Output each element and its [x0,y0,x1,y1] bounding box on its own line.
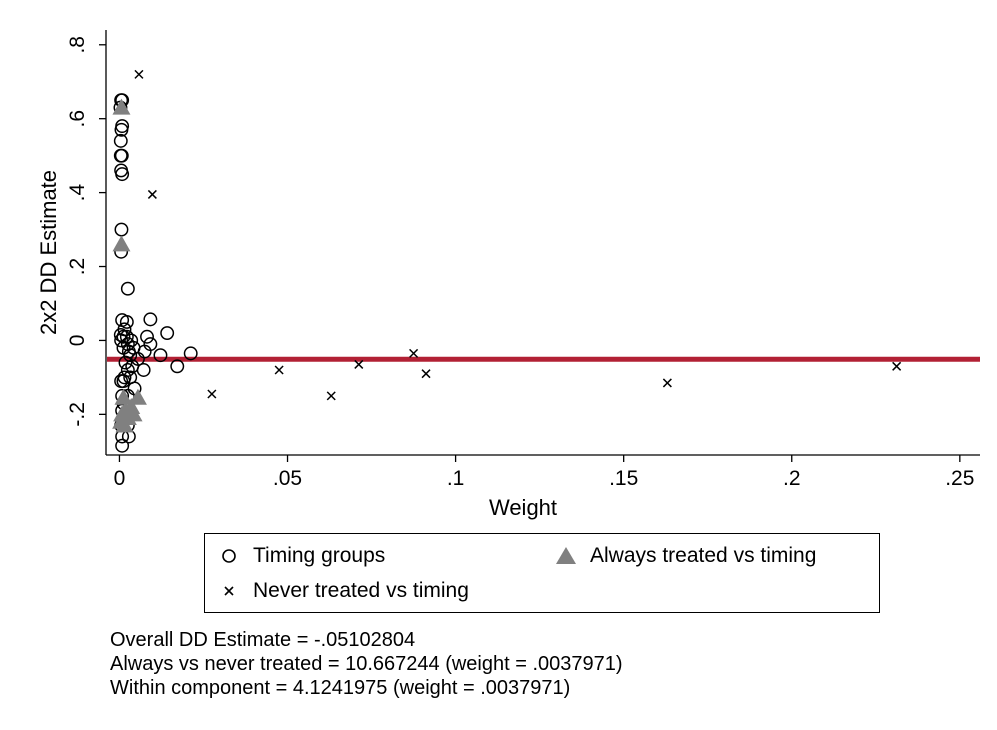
x-marker-stroke [662,378,672,388]
x-marker-stroke [892,361,902,371]
always-treated-point [128,388,147,405]
y-axis-title: 2x2 DD Estimate [36,170,61,335]
legend-item-timing-groups: Timing groups [217,544,385,568]
timing-group-point [113,133,128,148]
x-marker-stroke [147,189,157,199]
x-tick-label: 0 [114,467,126,490]
legend-label: Timing groups [253,544,386,567]
notes: Overall DD Estimate = -.05102804 Always … [110,628,623,700]
timing-group-point [119,315,134,329]
timing-group-point [118,355,133,370]
timing-group-point [115,167,130,182]
x-tick-label: .2 [783,467,801,490]
legend: Timing groups Always treated vs timing N… [204,533,880,613]
timing-group-point [114,122,129,137]
x-axis-title: Weight [489,495,557,520]
timing-group-point [123,348,138,363]
y-tick-label: .4 [66,184,89,202]
legend-item-never-treated: Never treated vs timing [217,579,469,603]
timing-group-point [116,329,131,344]
axes: 0 .05 .1 .15 .2 .25 -.2 0 .2 .4 .6 .8 Weight 2x2 DD E… [36,30,980,520]
y-tick-label: .2 [66,258,89,276]
always-treated-point [112,235,131,252]
never-treated-point [147,189,157,199]
never-treated-point [274,365,284,375]
timing-group-point [115,438,130,453]
x-marker-stroke [354,359,364,369]
timing-group-point [170,359,185,374]
legend-item-always-treated: Always treated vs timing [554,544,816,568]
x-marker-stroke [326,391,336,401]
x-tick-label: .15 [609,467,638,490]
timing-group-point [114,148,129,163]
timing-group-point [120,281,135,296]
series-circle [113,93,198,453]
series-triangle [112,98,147,433]
x-tick-label: .05 [273,467,302,490]
never-treated-point [662,378,672,388]
timing-group-point [114,222,129,237]
x-marker-stroke [274,365,284,375]
x-marker-stroke [409,348,419,358]
timing-group-point [183,346,198,361]
timing-group-point [160,326,175,340]
legend-label: Always treated vs timing [590,544,817,567]
x-marker-stroke [134,69,144,79]
never-treated-point [326,391,336,401]
y-tick-label: .6 [66,110,89,128]
series-x [134,69,902,401]
timing-group-point [116,374,131,389]
never-treated-point [207,389,217,399]
never-treated-point [892,361,902,371]
timing-group-point [124,333,139,348]
always-treated-point [115,416,134,433]
x-marker-icon [217,579,241,603]
x-marker-stroke [207,389,217,399]
timing-group-point [140,329,154,344]
never-treated-point [134,69,144,79]
always-treated-point [112,98,131,115]
never-treated-point [421,369,431,379]
circle-marker-icon [217,544,241,568]
note-overall-estimate: Overall DD Estimate = -.05102804 [110,629,416,651]
never-treated-point [354,359,364,369]
x-marker-stroke [421,369,431,379]
y-tick-label: .8 [66,36,89,54]
x-tick-label: .25 [945,467,974,490]
timing-group-point [113,327,128,342]
note-always-vs-never: Always vs never treated = 10.667244 (wei… [110,653,623,675]
x-tick-label: .1 [447,467,465,490]
note-within-component: Within component = 4.1241975 (weight = .… [110,677,571,699]
timing-group-point [153,348,168,363]
always-treated-point [114,388,133,405]
timing-group-point [114,333,129,348]
timing-group-point [143,312,158,327]
y-tick-label: -.2 [66,402,89,427]
scatter-plot: 0 .05 .1 .15 .2 .25 -.2 0 .2 .4 .6 .8 Weight 2x2 DD E… [36,30,980,520]
y-tick-label: 0 [66,335,89,347]
never-treated-point [409,348,419,358]
triangle-marker-icon [554,544,578,568]
data-marks [112,69,902,453]
timing-group-point [136,363,151,377]
legend-label: Never treated vs timing [253,579,469,602]
